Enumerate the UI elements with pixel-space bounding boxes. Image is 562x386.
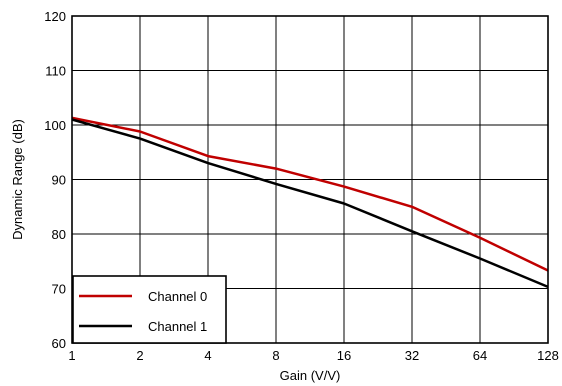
legend-label-0: Channel 0 — [148, 289, 207, 304]
x-tick-label: 16 — [337, 348, 351, 363]
y-tick-label: 70 — [52, 282, 66, 297]
x-tick-labels: 1 2 4 8 16 32 64 128 — [68, 348, 558, 363]
y-tick-label: 80 — [52, 227, 66, 242]
series-line-1 — [71, 118, 549, 289]
y-tick-label: 100 — [44, 118, 66, 133]
plot-frame — [71, 15, 549, 344]
y-axis-label: Dynamic Range (dB) — [10, 119, 25, 240]
legend: Channel 0 Channel 1 — [72, 275, 227, 344]
x-tick-label: 1 — [68, 348, 75, 363]
y-tick-label: 110 — [45, 64, 66, 79]
x-tick-label: 32 — [405, 348, 419, 363]
y-tick-label: 60 — [52, 336, 66, 351]
x-tick-label: 128 — [537, 348, 559, 363]
x-tick-label: 2 — [136, 348, 143, 363]
y-tick-labels: 60 70 80 90 100 110 120 — [44, 9, 66, 351]
y-tick-label: 120 — [44, 9, 66, 24]
legend-label-1: Channel 1 — [148, 319, 207, 334]
x-axis-label: Gain (V/V) — [280, 368, 341, 383]
grid — [71, 15, 549, 344]
x-tick-label: 8 — [272, 348, 279, 363]
y-tick-label: 90 — [52, 173, 66, 188]
series-line-0 — [71, 116, 549, 272]
series-lines — [71, 116, 549, 289]
x-tick-label: 4 — [204, 348, 211, 363]
x-tick-label: 64 — [473, 348, 487, 363]
legend-box — [72, 275, 227, 344]
